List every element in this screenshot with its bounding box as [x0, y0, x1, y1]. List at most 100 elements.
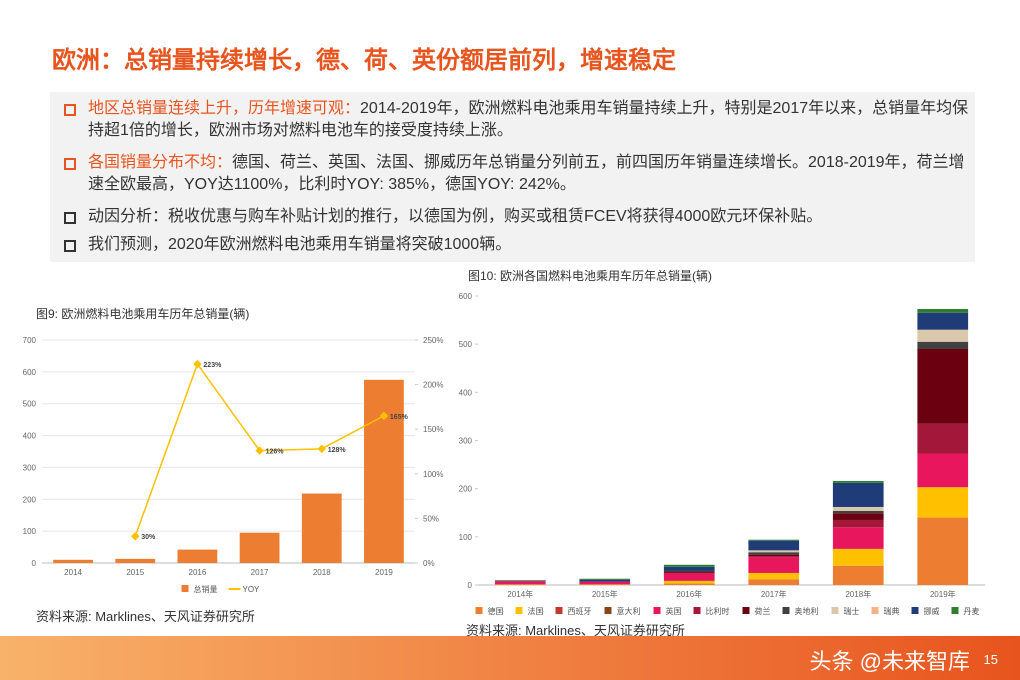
x-tick-label: 2018 [313, 568, 331, 577]
legend-label: 英国 [666, 606, 682, 616]
y-tick-label: 200 [23, 495, 37, 504]
y-tick-label: 500 [23, 400, 37, 409]
bar-segment [748, 579, 800, 585]
legend-swatch [871, 607, 879, 614]
legend-swatch [653, 607, 661, 614]
bullet-text: 2014-2019年，欧洲燃料电池乘用车销量持续上升，特别是2017年以来，总销… [88, 100, 969, 139]
bar-segment [832, 565, 884, 585]
y-tick-label: 100 [459, 533, 473, 542]
legend-swatch [515, 607, 523, 614]
footer: 头条 @未来智库 15 [0, 636, 1020, 680]
bullet: 我们预测，2020年欧洲燃料电池乘用车销量将突破1000辆。 [64, 234, 978, 256]
y-tick-label: 500 [459, 340, 473, 349]
point [131, 531, 140, 541]
bar-segment [917, 329, 969, 342]
bar-segment [917, 341, 969, 349]
x-tick-label: 2015年 [592, 589, 618, 599]
x-tick-label: 2016 [189, 568, 207, 577]
bar-segment [663, 580, 715, 582]
bar [301, 493, 342, 563]
point [317, 444, 326, 454]
legend-swatch [181, 585, 189, 592]
y-tick-label: 0 [468, 581, 473, 590]
x-tick-label: 2017年 [761, 589, 787, 599]
bar-segment [832, 519, 884, 528]
bar-segment [832, 510, 884, 514]
legend-label: 总销量 [194, 584, 218, 594]
bar-segment [748, 572, 800, 580]
bar-segment [663, 566, 715, 571]
bullet: 动因分析：税收优惠与购车补贴计划的推行，以德国为例，购买或租赁FCEV将获得40… [64, 206, 978, 228]
bar-segment [917, 312, 969, 330]
bullet-text: 德国、荷兰、英国、法国、挪威历年总销量分列前五，前四国历年销量连续增长。2018… [88, 154, 965, 193]
bullet: 各国销量分布不均：德国、荷兰、英国、法国、挪威历年总销量分列前五，前四国历年销量… [64, 152, 978, 196]
y-tick-label: 400 [459, 388, 473, 397]
point [193, 359, 202, 369]
bar-segment [748, 557, 800, 573]
y-tick-label: 600 [459, 292, 473, 301]
y2-tick-label: 0% [423, 559, 435, 568]
source: 资料来源: Marklines、天风证券研究所 [466, 623, 685, 638]
value-label: 30% [141, 534, 156, 541]
legend-label: 瑞典 [884, 606, 900, 616]
x-tick-label: 2019年 [930, 589, 956, 599]
slide-title: 欧洲：总销量持续增长，德、荷、英份额居前列，增速稳定 [52, 47, 676, 74]
y-tick-label: 300 [459, 437, 473, 446]
y-tick-label: 100 [23, 527, 37, 536]
legend-swatch [604, 607, 612, 614]
chart-title: 图10: 欧洲各国燃料电池乘用车历年总销量(辆) [468, 268, 712, 283]
bar [177, 549, 218, 563]
x-tick-label: 2015 [126, 568, 144, 577]
x-tick-label: 2014年 [507, 589, 533, 599]
x-tick-label: 2016年 [676, 589, 702, 599]
bar [239, 532, 280, 563]
bar-segment [832, 480, 884, 483]
bar-segment [917, 517, 969, 585]
legend-swatch [742, 607, 750, 614]
bar-segment [748, 550, 800, 553]
legend-label: 奥地利 [795, 606, 819, 616]
bar-segment [494, 584, 546, 585]
y-tick-label: 300 [23, 463, 37, 472]
legend-swatch [475, 607, 483, 614]
bar [53, 559, 93, 563]
bullet: 地区总销量连续上升，历年增速可观：2014-2019年，欧洲燃料电池乘用车销量持… [64, 98, 978, 142]
y-tick-label: 0 [32, 559, 37, 568]
legend-label: 荷兰 [755, 606, 771, 616]
bar-segment [917, 348, 969, 424]
legend-label: 意大利 [617, 606, 641, 616]
bar-segment [663, 573, 715, 581]
y-tick-label: 200 [459, 485, 473, 494]
bullet-text: 我们预测，2020年欧洲燃料电池乘用车销量将突破1000辆。 [88, 236, 512, 253]
bar-segment [832, 513, 884, 520]
bar-segment [748, 552, 800, 555]
x-tick-label: 2018年 [845, 589, 871, 599]
bar-segment [663, 581, 715, 584]
x-tick-label: 2017 [251, 568, 269, 577]
legend-label: 比利时 [706, 606, 730, 616]
legend-label: 挪威 [924, 606, 940, 616]
point [379, 411, 389, 421]
bar-segment [917, 453, 969, 488]
legend-swatch [693, 607, 701, 614]
y-tick-label: 600 [23, 368, 37, 377]
y2-tick-label: 50% [423, 514, 439, 523]
value-label: 165% [390, 414, 409, 421]
chart-title: 图9: 欧洲燃料电池乘用车历年总销量(辆) [36, 306, 249, 321]
value-label: 223% [203, 362, 222, 369]
y2-tick-label: 100% [423, 470, 443, 479]
x-tick-label: 2019 [375, 568, 393, 577]
bullet-lead: 地区总销量连续上升，历年增速可观： [88, 100, 361, 117]
legend-label: 丹麦 [964, 606, 980, 616]
summary-box: 地区总销量连续上升，历年增速可观：2014-2019年，欧洲燃料电池乘用车销量持… [50, 92, 975, 262]
bar-segment [579, 579, 631, 582]
legend-label: 瑞士 [844, 606, 860, 616]
bar-segment [579, 581, 631, 585]
y2-tick-label: 200% [423, 381, 443, 390]
y2-tick-label: 150% [423, 425, 443, 434]
bar-segment [917, 309, 969, 313]
x-tick-label: 2014 [64, 568, 82, 577]
legend-label: 法国 [528, 606, 544, 616]
